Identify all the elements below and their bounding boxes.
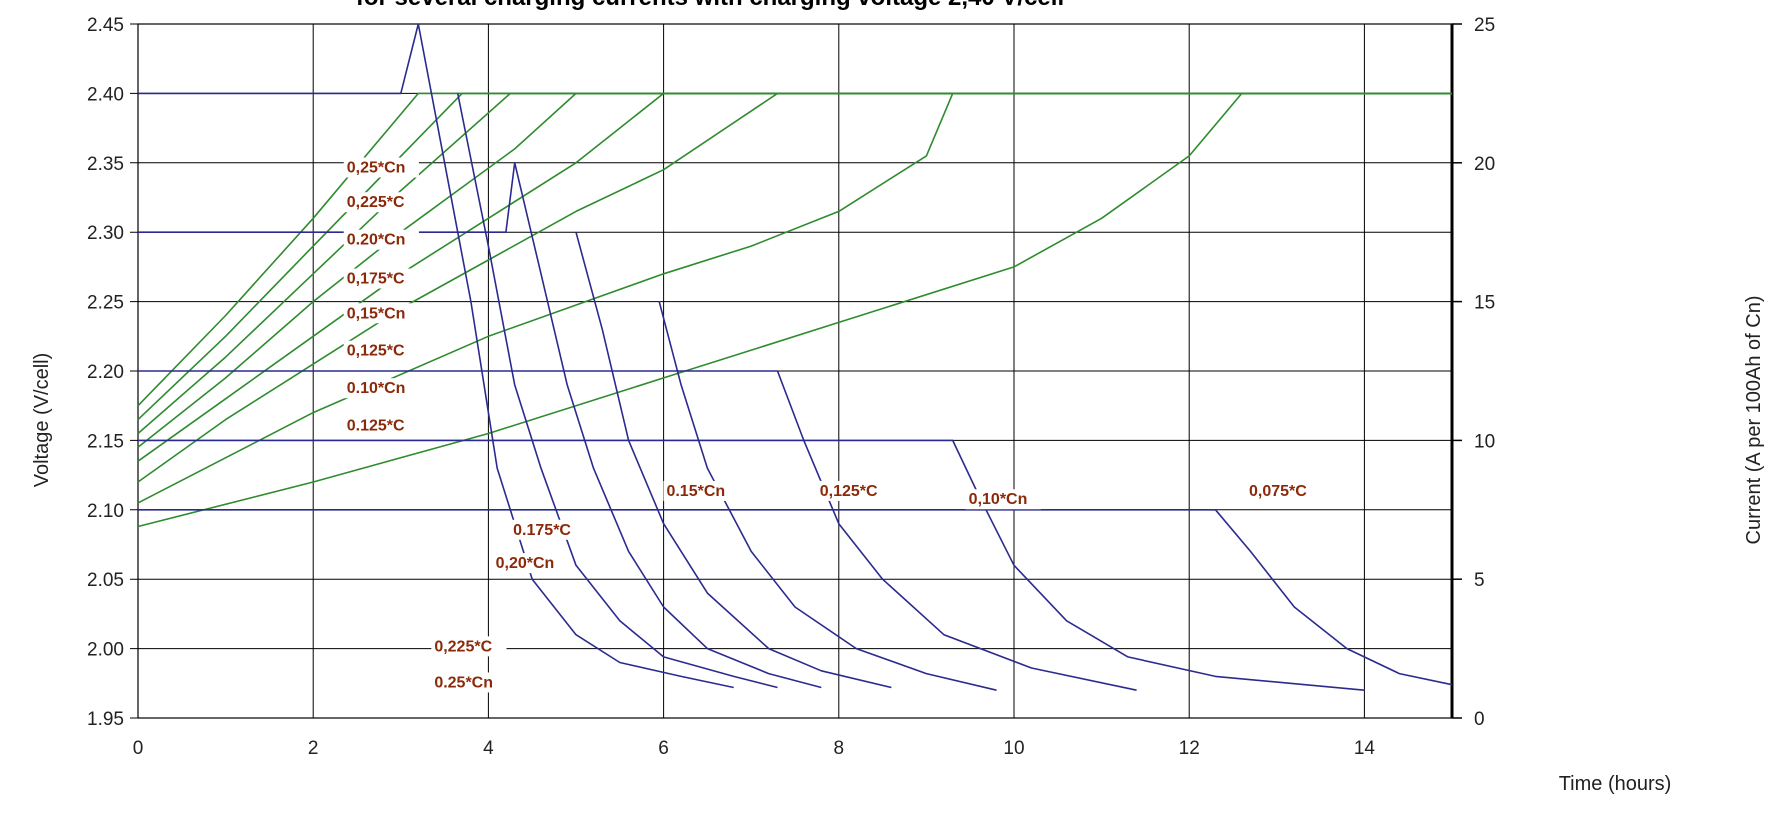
chart-title: for several charging currents with charg…: [356, 0, 1064, 11]
y-axis-right-label: Current (A per 100Ah of Cn): [1743, 295, 1765, 544]
y-axis-left-label: Voltage (V/cell): [31, 353, 53, 488]
current-curve-label-bg: [816, 480, 892, 501]
y-left-tick-label: 2.30: [87, 223, 124, 244]
voltage-curve-label-bg: [343, 415, 419, 436]
x-tick-label: 12: [1179, 738, 1200, 759]
current-curve-label-bg: [510, 519, 586, 540]
x-tick-label: 14: [1354, 738, 1376, 759]
voltage-curve-label-bg: [343, 157, 419, 178]
voltage-series-2: [137, 92, 1452, 435]
y-left-tick-label: 2.05: [87, 570, 124, 591]
y-left-tick-label: 1.95: [87, 709, 124, 730]
voltage-curve-label: 0,25*Cn: [347, 160, 406, 177]
voltage-curve-label: 0.10*Cn: [347, 380, 406, 397]
current-series-0: [138, 23, 734, 689]
y-left-tick-label: 2.45: [87, 15, 124, 36]
current-curve-label: 0,125*C: [820, 483, 878, 500]
x-tick-label: 0: [133, 738, 144, 759]
current-curve-label: 0,225*C: [434, 638, 492, 655]
y-left-tick-label: 2.35: [87, 154, 124, 175]
y-right-tick-label: 25: [1474, 15, 1495, 36]
voltage-series-4: [137, 92, 1452, 462]
y-left-tick-label: 2.00: [87, 640, 124, 661]
current-series-1: [456, 93, 778, 689]
current-series-3: [575, 231, 892, 689]
current-series-7: [138, 508, 1453, 686]
current-curve-label-bg: [663, 480, 739, 501]
voltage-curve-label: 0.20*Cn: [347, 232, 406, 249]
current-curve-label-bg: [1246, 480, 1322, 501]
voltage-curve-label: 0,15*Cn: [347, 305, 406, 322]
current-series-6: [138, 439, 1365, 691]
current-curve-label: 0,20*Cn: [496, 555, 555, 572]
current-curve-label: 0.15*Cn: [666, 483, 725, 500]
current-series-5: [138, 370, 1137, 691]
y-left-tick-label: 2.20: [87, 362, 124, 383]
voltage-curve-label: 0,175*C: [347, 271, 405, 288]
voltage-curve-label-bg: [343, 378, 419, 399]
y-left-tick-label: 2.25: [87, 293, 124, 314]
current-curve-label-bg: [431, 636, 507, 657]
voltage-curve-label-bg: [343, 268, 419, 289]
current-curve-label: 0,075*C: [1249, 483, 1307, 500]
y-left-tick-label: 2.10: [87, 501, 124, 522]
voltage-series-3: [137, 92, 1452, 448]
y-right-tick-label: 5: [1474, 570, 1485, 591]
current-curve-label-bg: [431, 672, 507, 693]
current-curve-label: 0.25*Cn: [434, 674, 493, 691]
voltage-series-group: [137, 92, 1452, 528]
voltage-series-5: [137, 92, 1452, 483]
y-left-tick-label: 2.15: [87, 431, 124, 452]
current-series-4: [658, 301, 997, 691]
y-right-tick-label: 15: [1474, 293, 1495, 314]
voltage-curve-label: 0,125*C: [347, 343, 405, 360]
voltage-series-6: [137, 92, 1452, 504]
tick-labels-group: 0 2 4 6 8 10 12 14 1.95 2.00 2.05 2.10 2.15 2.20 2.25 2…: [87, 15, 1495, 759]
voltage-curve-label-bg: [343, 229, 419, 250]
x-tick-label: 2: [308, 738, 319, 759]
curve-labels-group: 0,25*Cn 0,225*C 0.20*Cn 0,175*C 0,15*Cn 0,125…: [343, 157, 1322, 693]
y-right-tick-label: 0: [1474, 709, 1485, 730]
x-axis-label: Time (hours): [1559, 773, 1672, 795]
voltage-curve-label-bg: [343, 303, 419, 324]
y-right-tick-label: 20: [1474, 154, 1495, 175]
x-tick-label: 8: [834, 738, 845, 759]
voltage-curve-label-bg: [343, 340, 419, 361]
voltage-series-0: [137, 92, 1452, 407]
voltage-series-7: [137, 92, 1452, 528]
x-tick-label: 10: [1003, 738, 1024, 759]
current-series-2: [138, 162, 822, 689]
current-series-group: [138, 23, 1453, 691]
voltage-curve-label-bg: [343, 192, 419, 213]
current-curve-label: 0.175*C: [513, 522, 571, 539]
current-curve-label: 0,10*Cn: [969, 491, 1028, 508]
x-tick-label: 6: [658, 738, 669, 759]
current-curve-label-bg: [492, 553, 568, 574]
voltage-curve-label: 0,225*C: [347, 194, 405, 211]
y-right-tick-label: 10: [1474, 431, 1495, 452]
voltage-curve-label: 0.125*C: [347, 418, 405, 435]
current-curve-label-bg: [965, 489, 1041, 510]
x-tick-label: 4: [483, 738, 494, 759]
y-left-tick-label: 2.40: [87, 84, 124, 105]
